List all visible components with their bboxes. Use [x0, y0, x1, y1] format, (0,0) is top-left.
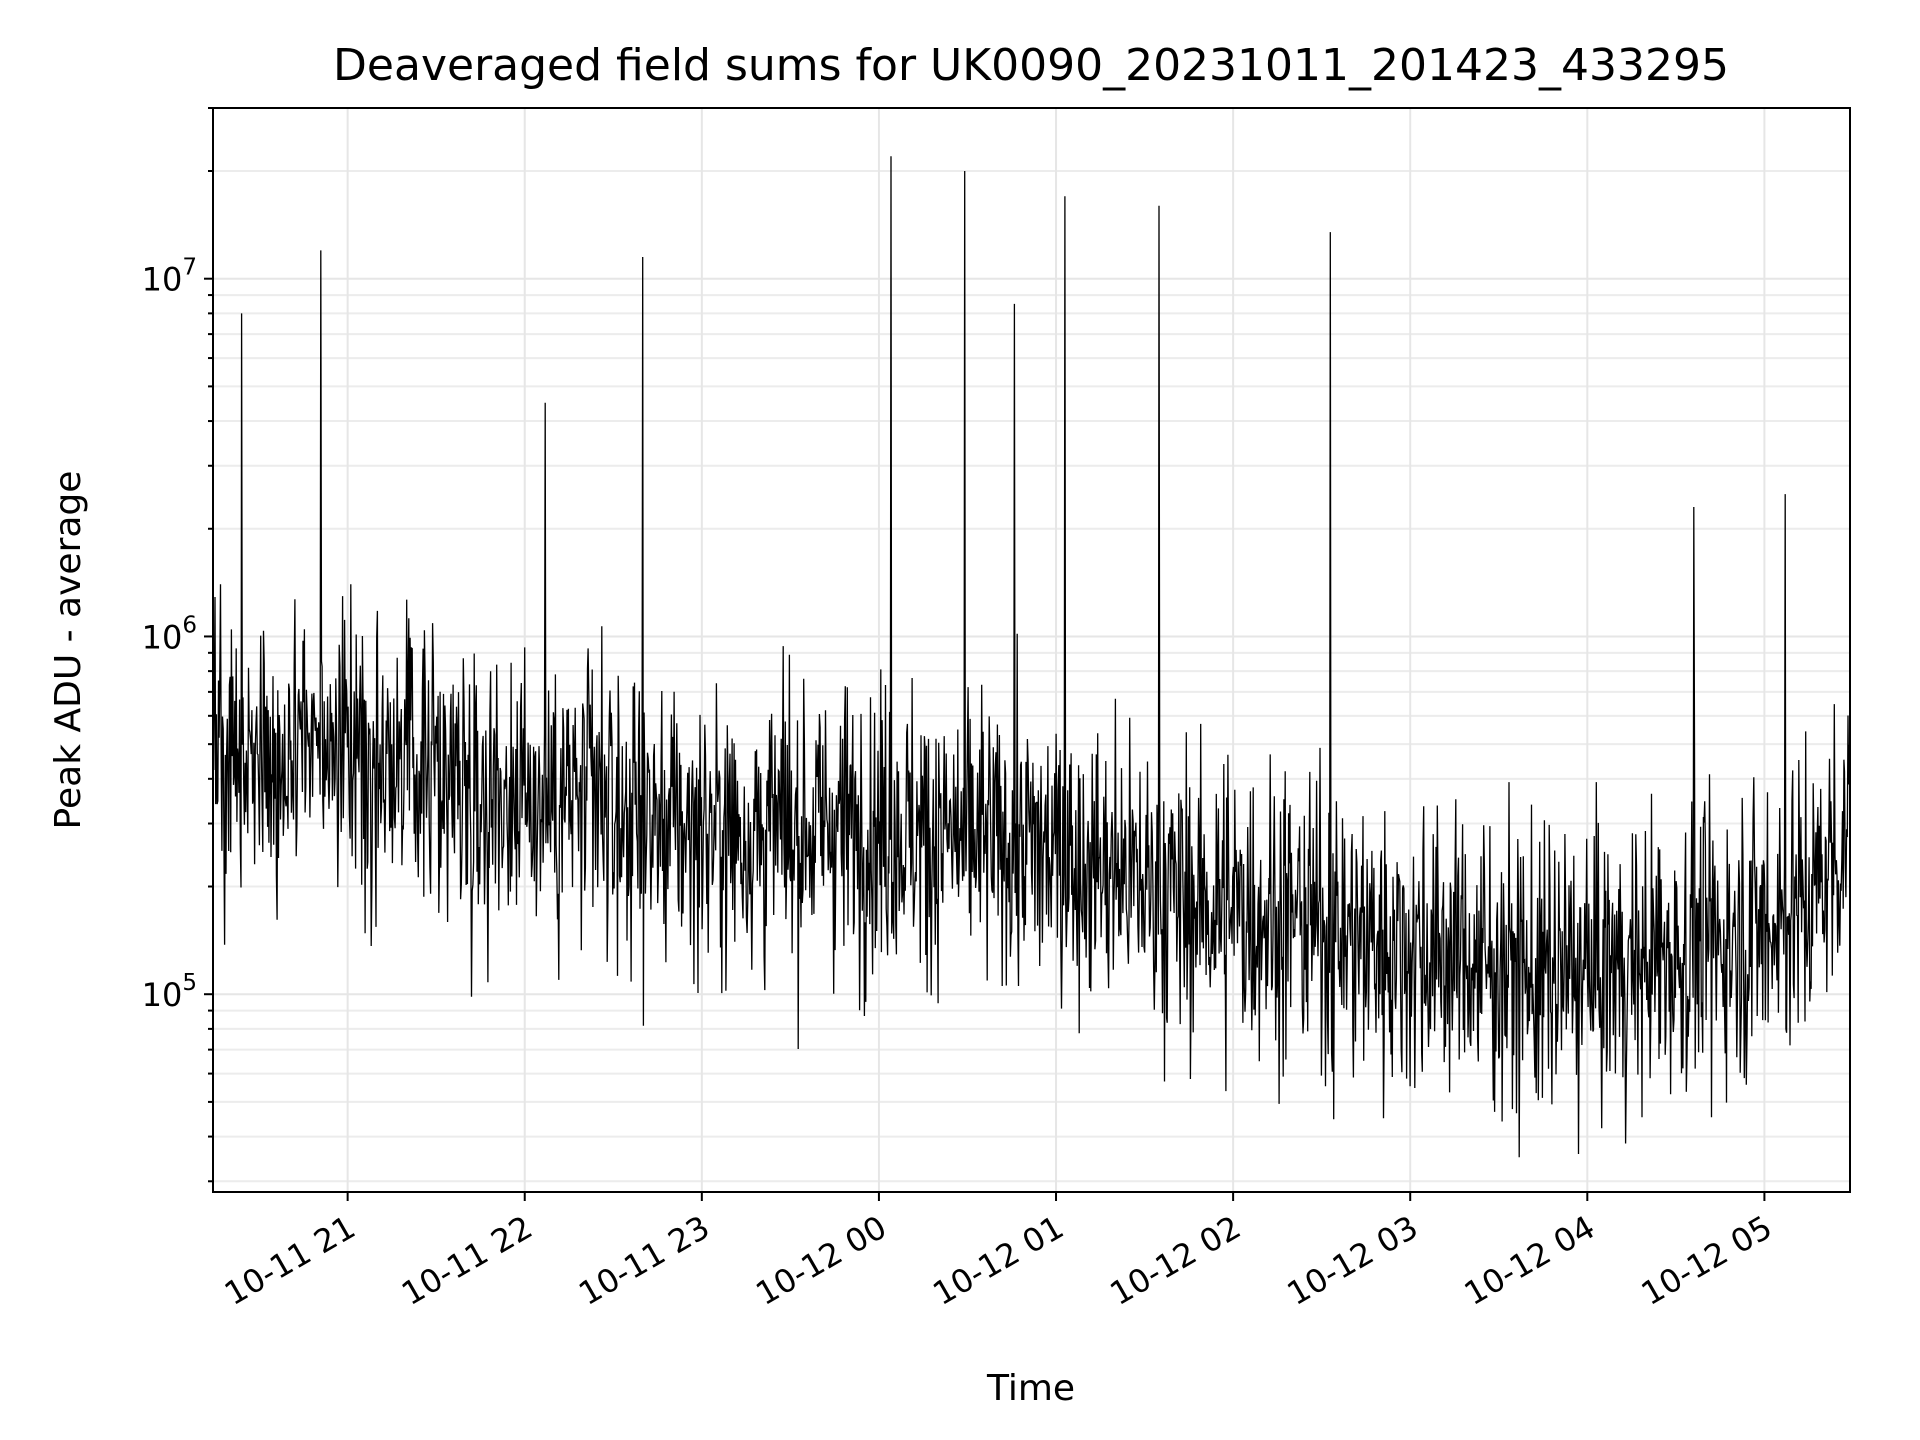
x-axis-label: Time	[986, 1368, 1075, 1409]
y-tick-label: 107	[142, 255, 197, 299]
x-tick-label: 10-12 00	[749, 1208, 893, 1313]
x-tick-label: 10-12 04	[1458, 1208, 1602, 1313]
plot-area	[212, 107, 1851, 1193]
y-tick-label: 105	[142, 970, 197, 1014]
y-axis: 105 106 107	[142, 107, 213, 1183]
x-tick-label: 10-12 02	[1104, 1208, 1248, 1313]
x-tick-label: 10-12 03	[1281, 1208, 1425, 1313]
y-axis-label: Peak ADU - average	[48, 471, 89, 830]
plot-frame	[212, 107, 1851, 1193]
x-tick-label: 10-11 22	[395, 1208, 539, 1313]
x-axis: 10-11 21 10-11 22 10-11 23 10-12 00 10-12 01…	[218, 1192, 1778, 1313]
x-tick-label: 10-11 23	[572, 1208, 716, 1313]
chart-title: Deaveraged field sums for UK0090_2023101…	[333, 40, 1729, 91]
x-tick-label: 10-12 01	[926, 1208, 1070, 1313]
y-tick-label: 106	[142, 612, 197, 656]
x-tick-label: 10-12 05	[1635, 1208, 1779, 1313]
x-tick-label: 10-11 21	[218, 1208, 362, 1313]
series-line	[212, 156, 1851, 1158]
